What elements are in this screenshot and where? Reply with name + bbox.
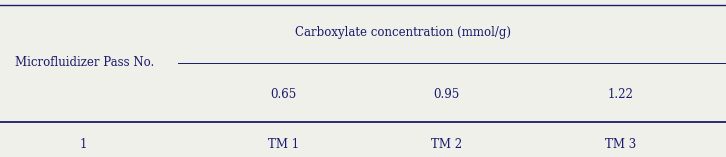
Text: 0.65: 0.65 xyxy=(270,88,296,101)
Text: TM 3: TM 3 xyxy=(605,138,637,151)
Text: Microfluidizer Pass No.: Microfluidizer Pass No. xyxy=(15,56,154,69)
Text: TM 1: TM 1 xyxy=(268,138,298,151)
Text: 1: 1 xyxy=(80,138,87,151)
Text: Carboxylate concentration (mmol/g): Carboxylate concentration (mmol/g) xyxy=(295,27,511,39)
Text: 0.95: 0.95 xyxy=(433,88,460,101)
Text: TM 2: TM 2 xyxy=(431,138,462,151)
Text: 1.22: 1.22 xyxy=(608,88,634,101)
